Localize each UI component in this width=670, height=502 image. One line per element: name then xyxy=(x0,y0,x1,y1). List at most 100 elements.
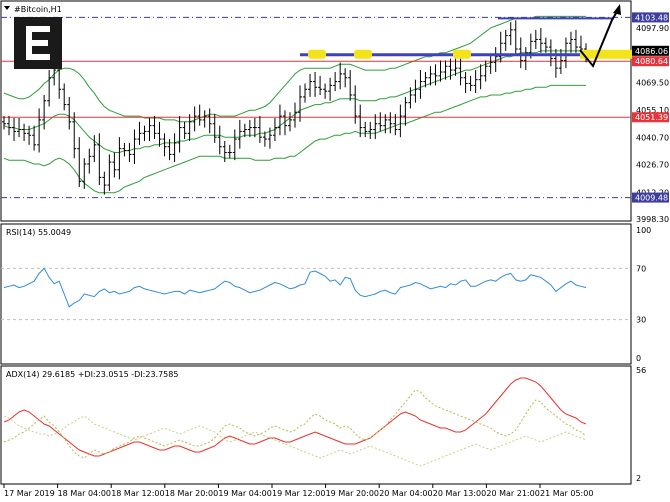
ohlc-bar xyxy=(37,108,42,153)
ohlc-bar xyxy=(533,29,538,49)
dropdown-arrow-icon[interactable] xyxy=(4,6,10,10)
ohlc-bar xyxy=(157,121,162,147)
price-tag-0 xyxy=(632,12,669,23)
ohlc-bar xyxy=(418,70,423,99)
ohlc-bar xyxy=(202,110,207,128)
ohlc-bar xyxy=(12,117,17,141)
price-tag-label: 4051.39 xyxy=(635,113,668,122)
brand-logo xyxy=(14,17,62,69)
ohlc-bar xyxy=(167,139,172,161)
bollinger-middle-line xyxy=(3,50,586,153)
ohlc-bar xyxy=(137,121,142,145)
ohlc-bar xyxy=(207,108,212,134)
ohlc-bar xyxy=(458,56,463,86)
x-axis-labels: 17 Mar 2019 18 Mar 04:00 18 Mar 12:00 18 Ma… xyxy=(3,484,593,498)
ohlc-bar xyxy=(478,64,483,90)
ohlc-bar xyxy=(453,58,458,76)
ohlc-bar xyxy=(358,104,363,138)
ohlc-bar xyxy=(548,39,553,67)
ohlc-bar xyxy=(563,37,568,69)
rsi-title: RSI(14) 55.0049 xyxy=(6,228,71,237)
ohlc-bar xyxy=(197,104,202,126)
rsi-panel-frame xyxy=(0,223,632,365)
resistance-marker-2 xyxy=(453,49,471,59)
price-tag-label: 4009.48 xyxy=(635,194,668,203)
ohlc-bar xyxy=(187,114,192,141)
ohlc-bar xyxy=(172,133,177,163)
ohlc-bar xyxy=(2,116,6,130)
ohlc-bar xyxy=(428,66,433,86)
ohlc-bar xyxy=(443,60,448,80)
ohlc-bar xyxy=(112,152,117,178)
ohlc-bar xyxy=(308,73,313,97)
price-tick-label: 3998.30 xyxy=(636,215,669,224)
ohlc-bar xyxy=(538,27,543,53)
x-tick-label: 19 Mar 20:00 xyxy=(326,489,379,498)
ohlc-bar xyxy=(438,60,443,82)
price-tag-2 xyxy=(632,56,669,67)
ohlc-bar xyxy=(147,117,152,141)
ohlc-bar xyxy=(62,83,67,111)
ohlc-bar xyxy=(142,125,147,141)
ohlc-bar xyxy=(97,133,102,186)
minus-di-line xyxy=(3,415,587,467)
ohlc-bar xyxy=(483,60,488,82)
ohlc-bar xyxy=(503,29,508,51)
ohlc-bar xyxy=(42,94,47,130)
ohlc-bar xyxy=(303,83,308,103)
bollinger-upper-line xyxy=(3,15,586,123)
ohlc-bar xyxy=(237,119,242,149)
x-tick-label: 20 Mar 13:00 xyxy=(433,489,486,498)
ohlc-bar xyxy=(513,20,518,55)
price-tag-label: 4086.06 xyxy=(635,47,668,56)
ohlc-bar xyxy=(353,85,358,124)
ohlc-bar xyxy=(272,117,277,141)
ohlc-bar xyxy=(82,158,87,189)
ohlc-bar xyxy=(488,54,493,74)
price-plot xyxy=(1,4,632,199)
x-tick-label: 18 Mar 20:00 xyxy=(165,489,218,498)
ohlc-bar xyxy=(277,104,282,136)
ohlc-bar xyxy=(252,117,257,138)
rsi-tick-label: 100 xyxy=(636,226,651,235)
ohlc-bar xyxy=(318,75,323,95)
plus-di-line xyxy=(3,389,587,459)
ohlc-bar xyxy=(152,116,157,140)
ohlc-bar xyxy=(282,110,287,136)
ohlc-bar xyxy=(378,112,383,132)
ohlc-bar xyxy=(413,79,418,103)
logo-mark xyxy=(26,26,50,60)
ohlc-bar xyxy=(222,140,227,163)
ohlc-bar xyxy=(468,75,473,92)
chart-title[interactable]: #Bitcoin,H1 xyxy=(4,5,62,14)
x-tick-label: 18 Mar 12:00 xyxy=(111,489,164,498)
price-tick-label: 4097.90 xyxy=(636,24,669,33)
ohlc-bar xyxy=(227,144,232,159)
ohlc-bar xyxy=(343,68,348,88)
adx-plot xyxy=(3,377,587,467)
ohlc-bar xyxy=(177,116,182,153)
chart-title-text: #Bitcoin,H1 xyxy=(14,5,62,14)
ohlc-bar xyxy=(473,70,478,94)
ohlc-bar xyxy=(293,102,297,128)
ohlc-bar xyxy=(122,142,127,157)
ohlc-bar xyxy=(373,114,378,140)
ohlc-bar xyxy=(87,148,92,174)
ohlc-bar xyxy=(313,71,318,97)
adx-tick-label: 2 xyxy=(636,474,641,483)
price-tick-label: 4055.10 xyxy=(636,106,669,115)
y-axis-labels: 4097.904069.504055.104040.704026.704012.… xyxy=(632,12,669,483)
x-tick-label: 17 Mar 2019 xyxy=(4,489,55,498)
ohlc-bar xyxy=(363,121,368,138)
ohlc-bar xyxy=(7,116,12,136)
price-tick-label: 4069.50 xyxy=(636,79,669,88)
ohlc-bar xyxy=(573,29,578,53)
ohlc-bar xyxy=(433,64,438,86)
ohlc-bar xyxy=(388,112,393,134)
ohlc-bar xyxy=(192,106,197,132)
ohlc-bar xyxy=(127,142,132,163)
ohlc-bar xyxy=(77,137,82,187)
ohlc-bar xyxy=(17,117,22,138)
adx-tick-label: 56 xyxy=(636,366,646,375)
ohlc-bar xyxy=(543,37,548,53)
